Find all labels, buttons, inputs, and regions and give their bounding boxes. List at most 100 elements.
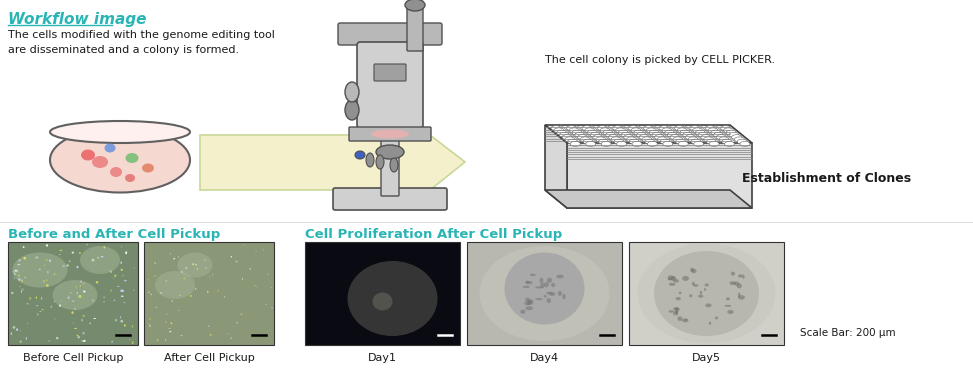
Ellipse shape (535, 286, 543, 288)
Ellipse shape (168, 328, 170, 329)
Ellipse shape (103, 301, 105, 303)
Ellipse shape (184, 278, 185, 279)
Ellipse shape (704, 288, 706, 291)
Ellipse shape (205, 267, 207, 269)
Ellipse shape (72, 252, 74, 254)
Ellipse shape (49, 340, 51, 341)
Ellipse shape (39, 269, 41, 270)
Ellipse shape (690, 268, 694, 272)
Ellipse shape (523, 286, 530, 288)
Ellipse shape (132, 341, 133, 344)
Ellipse shape (110, 167, 122, 177)
Ellipse shape (345, 100, 359, 120)
Ellipse shape (171, 300, 173, 302)
Ellipse shape (562, 294, 565, 300)
Ellipse shape (218, 290, 219, 291)
Ellipse shape (17, 328, 18, 331)
Ellipse shape (77, 292, 78, 295)
Ellipse shape (667, 132, 677, 137)
Ellipse shape (54, 301, 55, 303)
Ellipse shape (121, 261, 122, 264)
Ellipse shape (521, 309, 525, 314)
Polygon shape (200, 135, 465, 190)
Ellipse shape (663, 141, 673, 146)
Ellipse shape (698, 295, 703, 298)
FancyBboxPatch shape (144, 242, 274, 345)
Ellipse shape (557, 275, 563, 278)
Ellipse shape (254, 285, 256, 286)
Ellipse shape (207, 291, 208, 293)
Ellipse shape (79, 295, 82, 298)
Ellipse shape (647, 141, 658, 146)
Polygon shape (545, 125, 567, 208)
Ellipse shape (546, 292, 553, 295)
Ellipse shape (371, 129, 409, 138)
Ellipse shape (547, 278, 552, 283)
Ellipse shape (675, 139, 686, 144)
Ellipse shape (704, 283, 709, 286)
Ellipse shape (557, 130, 566, 135)
Ellipse shape (114, 275, 117, 277)
Ellipse shape (19, 286, 21, 287)
FancyBboxPatch shape (381, 29, 399, 196)
Ellipse shape (72, 300, 75, 302)
Ellipse shape (616, 128, 626, 133)
Text: Workflow image: Workflow image (8, 12, 147, 27)
Ellipse shape (91, 299, 93, 301)
Ellipse shape (77, 266, 79, 268)
Ellipse shape (706, 139, 716, 144)
Ellipse shape (111, 340, 113, 343)
Ellipse shape (212, 274, 213, 276)
Ellipse shape (668, 310, 674, 313)
Ellipse shape (53, 280, 97, 310)
Ellipse shape (40, 311, 41, 312)
Ellipse shape (698, 132, 708, 137)
Ellipse shape (677, 128, 687, 133)
Ellipse shape (121, 320, 124, 323)
Ellipse shape (692, 282, 695, 286)
Ellipse shape (195, 288, 197, 290)
Ellipse shape (716, 135, 726, 140)
Ellipse shape (155, 271, 195, 299)
Ellipse shape (42, 309, 44, 310)
Ellipse shape (701, 135, 711, 140)
Ellipse shape (13, 252, 67, 288)
Ellipse shape (630, 139, 639, 144)
Ellipse shape (566, 126, 577, 131)
Ellipse shape (14, 278, 15, 279)
Ellipse shape (693, 128, 703, 133)
Ellipse shape (18, 264, 20, 265)
Ellipse shape (591, 132, 600, 137)
Ellipse shape (96, 257, 99, 259)
Ellipse shape (668, 278, 671, 280)
Ellipse shape (178, 256, 179, 258)
Ellipse shape (48, 271, 49, 274)
Ellipse shape (271, 307, 272, 309)
Ellipse shape (705, 126, 715, 131)
Ellipse shape (148, 279, 149, 280)
Ellipse shape (673, 307, 678, 310)
Ellipse shape (721, 126, 731, 131)
Ellipse shape (691, 139, 701, 144)
Ellipse shape (149, 318, 151, 319)
Ellipse shape (603, 130, 613, 135)
Ellipse shape (564, 137, 575, 142)
Text: The cell colony is picked by CELL PICKER.: The cell colony is picked by CELL PICKER… (545, 55, 775, 65)
Ellipse shape (674, 307, 680, 312)
Ellipse shape (19, 340, 22, 343)
Ellipse shape (639, 135, 649, 140)
Ellipse shape (122, 290, 125, 292)
Ellipse shape (103, 246, 105, 248)
Ellipse shape (544, 282, 549, 287)
Ellipse shape (658, 137, 667, 142)
Ellipse shape (670, 276, 676, 281)
Ellipse shape (345, 82, 359, 102)
Text: Before and After Cell Pickup: Before and After Cell Pickup (8, 228, 220, 241)
Ellipse shape (673, 279, 679, 283)
Ellipse shape (709, 322, 711, 325)
Ellipse shape (121, 269, 123, 271)
Polygon shape (545, 125, 752, 143)
Ellipse shape (54, 273, 55, 275)
Ellipse shape (689, 294, 692, 297)
Ellipse shape (739, 292, 740, 297)
